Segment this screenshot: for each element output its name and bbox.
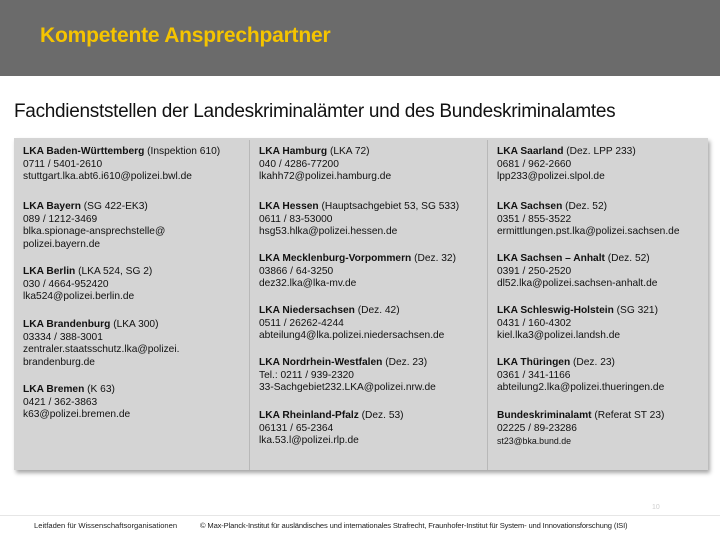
slide-title: Kompetente Ansprechpartner <box>40 24 331 47</box>
email-address[interactable]: dl52.lka@polizei.sachsen-anhalt.de <box>497 278 658 290</box>
slide-subtitle: Fachdienststellen der Landeskriminalämte… <box>14 101 616 122</box>
email-address[interactable]: hsg53.hlka@polizei.hessen.de <box>259 226 398 238</box>
contact-entry: Bundeskriminalamt (Referat ST 23) 02225 … <box>497 410 720 448</box>
email-address[interactable]: lka.53.l@polizei.rlp.de <box>259 435 359 447</box>
agency-name: LKA Sachsen – Anhalt <box>497 253 605 264</box>
contact-entry: LKA Mecklenburg-Vorpommern (Dez. 32) 038… <box>259 253 491 291</box>
agency-unit: (LKA 72) <box>327 146 370 157</box>
agency-name: LKA Berlin <box>23 266 76 277</box>
email-address[interactable]: lpp233@polizei.slpol.de <box>497 171 605 183</box>
agency-name: LKA Mecklenburg-Vorpommern <box>259 253 412 264</box>
contact-entry: LKA Thüringen (Dez. 23) 0361 / 341-1166 … <box>497 357 720 395</box>
email-address[interactable]: 33-Sachgebiet232.LKA@polizei.nrw.de <box>259 382 436 394</box>
phone-number: 0421 / 362-3863 <box>23 396 98 408</box>
contact-entry: LKA Nordrhein-Westfalen (Dez. 23) Tel.: … <box>259 357 491 395</box>
agency-name: LKA Hamburg <box>259 146 328 157</box>
contact-entry: LKA Brandenburg (LKA 300) 03334 / 388-30… <box>23 319 255 369</box>
agency-name: LKA Saarland <box>497 146 564 157</box>
contact-entry: LKA Bremen (K 63) 0421 / 362-3863 k63@po… <box>23 384 255 422</box>
email-address-continued[interactable]: polizei.bayern.de <box>23 238 101 250</box>
phone-number: 089 / 1212-3469 <box>23 213 98 225</box>
agency-name: LKA Schleswig-Holstein <box>497 305 614 316</box>
contact-entry: LKA Sachsen (Dez. 52) 0351 / 855-3522 er… <box>497 201 720 239</box>
phone-number: Tel.: 0211 / 939-2320 <box>259 369 354 381</box>
footer-left-text: Leitfaden für Wissenschaftsorganisatione… <box>34 521 178 530</box>
contact-entry: LKA Sachsen – Anhalt (Dez. 52) 0391 / 25… <box>497 253 720 291</box>
agency-name: LKA Rheinland-Pfalz <box>259 410 359 421</box>
agency-unit: (Referat ST 23) <box>591 410 665 421</box>
phone-number: 03866 / 64-3250 <box>259 265 334 277</box>
phone-number: 06131 / 65-2364 <box>259 422 334 434</box>
phone-number: 03334 / 388-3001 <box>23 331 103 343</box>
email-address[interactable]: ermittlungen.pst.lka@polizei.sachsen.de <box>497 226 680 238</box>
email-address[interactable]: zentraler.staatsschutz.lka@polizei. <box>23 344 180 356</box>
email-address[interactable]: abteilung2.lka@polizei.thueringen.de <box>497 382 665 394</box>
phone-number: 040 / 4286-77200 <box>259 158 339 170</box>
footer-copyright: © Max-Planck-Institut für ausländisches … <box>200 521 628 530</box>
email-address[interactable]: abteilung4@lka.polizei.niedersachsen.de <box>259 330 445 342</box>
agency-unit: (Dez. 23) <box>570 357 615 368</box>
agency-unit: (Dez. 52) <box>604 253 650 264</box>
agency-name: LKA Baden-Württemberg <box>23 146 145 157</box>
agency-unit: (Dez. 52) <box>562 201 608 212</box>
email-address[interactable]: stuttgart.lka.abt6.i610@polizei.bwl.de <box>23 171 192 183</box>
contact-entry: LKA Schleswig-Holstein (SG 321) 0431 / 1… <box>497 305 720 343</box>
agency-unit: (SG 422-EK3) <box>80 201 148 212</box>
contact-entry: LKA Niedersachsen (Dez. 42) 0511 / 26262… <box>259 305 491 343</box>
agency-name: Bundeskriminalamt <box>497 410 592 421</box>
footer-divider <box>0 515 720 516</box>
email-address[interactable]: lka524@polizei.berlin.de <box>23 291 135 303</box>
page-number: 10 <box>652 504 660 511</box>
agency-unit: (Inspektion 610) <box>144 146 221 157</box>
phone-number: 02225 / 89-23286 <box>497 422 577 434</box>
email-address[interactable]: st23@bka.bund.de <box>497 436 571 447</box>
header-bar <box>0 0 720 76</box>
agency-name: LKA Nordrhein-Westfalen <box>259 357 383 368</box>
contact-entry: LKA Hessen (Hauptsachgebiet 53, SG 533) … <box>259 201 491 239</box>
email-address[interactable]: kiel.lka3@polizei.landsh.de <box>497 330 621 342</box>
agency-unit: (K 63) <box>84 384 115 395</box>
column-divider <box>487 140 488 470</box>
agency-name: LKA Niedersachsen <box>259 305 355 316</box>
agency-name: LKA Sachsen <box>497 201 563 212</box>
phone-number: 0431 / 160-4302 <box>497 317 572 329</box>
agency-unit: (LKA 300) <box>110 319 159 330</box>
agency-unit: (SG 321) <box>613 305 658 316</box>
column-divider <box>249 140 250 470</box>
agency-unit: (LKA 524, SG 2) <box>75 266 153 277</box>
agency-unit: (Dez. 53) <box>358 410 404 421</box>
phone-number: 030 / 4664-952420 <box>23 278 109 290</box>
contact-panel <box>14 138 708 470</box>
phone-number: 0681 / 962-2660 <box>497 158 572 170</box>
contact-entry: LKA Rheinland-Pfalz (Dez. 53) 06131 / 65… <box>259 410 491 448</box>
agency-name: LKA Thüringen <box>497 357 571 368</box>
agency-unit: (Dez. 42) <box>354 305 400 316</box>
phone-number: 0511 / 26262-4244 <box>259 317 344 329</box>
phone-number: 0391 / 250-2520 <box>497 265 572 277</box>
agency-unit: (Dez. 23) <box>382 357 428 368</box>
phone-number: 0361 / 341-1166 <box>497 369 571 381</box>
email-address[interactable]: lkahh72@polizei.hamburg.de <box>259 171 392 183</box>
email-address[interactable]: dez32.lka@lka-mv.de <box>259 278 357 290</box>
contact-entry: LKA Bayern (SG 422-EK3) 089 / 1212-3469 … <box>23 201 255 251</box>
contact-entry: LKA Berlin (LKA 524, SG 2) 030 / 4664-95… <box>23 266 255 304</box>
agency-name: LKA Bremen <box>23 384 85 395</box>
email-address[interactable]: k63@polizei.bremen.de <box>23 409 131 421</box>
agency-name: LKA Bayern <box>23 201 81 212</box>
agency-unit: (Hauptsachgebiet 53, SG 533) <box>318 201 460 212</box>
phone-number: 0711 / 5401-2610 <box>23 158 103 170</box>
contact-entry: LKA Saarland (Dez. LPP 233) 0681 / 962-2… <box>497 146 720 184</box>
contact-entry: LKA Hamburg (LKA 72) 040 / 4286-77200 lk… <box>259 146 491 184</box>
agency-unit: (Dez. 32) <box>411 253 456 264</box>
agency-name: LKA Hessen <box>259 201 319 212</box>
agency-unit: (Dez. LPP 233) <box>563 146 636 157</box>
agency-name: LKA Brandenburg <box>23 319 111 330</box>
phone-number: 0611 / 83-53000 <box>259 213 333 225</box>
phone-number: 0351 / 855-3522 <box>497 213 572 225</box>
email-address[interactable]: blka.spionage-ansprechstelle@ <box>23 226 166 238</box>
contact-entry: LKA Baden-Württemberg (Inspektion 610) 0… <box>23 146 255 184</box>
email-address-continued[interactable]: brandenburg.de <box>23 356 95 368</box>
